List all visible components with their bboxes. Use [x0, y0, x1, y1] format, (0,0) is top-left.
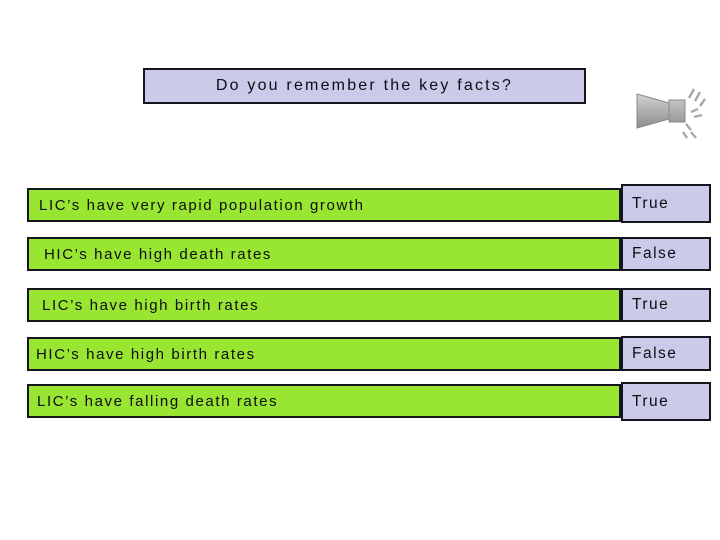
statement-bar: HIC’s have high death rates	[27, 237, 621, 271]
answer-text: True	[632, 194, 670, 212]
answer-text: True	[632, 392, 670, 410]
statement-bar: LIC’s have falling death rates	[27, 384, 621, 418]
statement-text: LIC’s have very rapid population growth	[39, 196, 365, 214]
question-title: Do you remember the key facts?	[215, 77, 514, 94]
answer-box: True	[621, 288, 711, 322]
answer-text: True	[632, 296, 670, 313]
answer-text: False	[632, 245, 678, 262]
statement-text: HIC’s have high birth rates	[36, 345, 256, 363]
answer-text: False	[632, 344, 678, 362]
speaker-body	[636, 93, 686, 129]
sound-wave-dashes	[682, 88, 706, 139]
statement-text: LIC’s have falling death rates	[37, 392, 279, 410]
answer-box: False	[621, 237, 711, 271]
answer-box: True	[621, 184, 711, 223]
statement-text: HIC’s have high death rates	[44, 245, 273, 263]
statement-text: LIC’s have high birth rates	[42, 296, 260, 314]
answer-box: True	[621, 382, 711, 421]
statement-bar: HIC’s have high birth rates	[27, 337, 621, 371]
question-title-box: Do you remember the key facts?	[143, 68, 586, 104]
answer-box: False	[621, 336, 711, 371]
statement-bar: LIC’s have high birth rates	[27, 288, 621, 322]
statement-bar: LIC’s have very rapid population growth	[27, 188, 621, 222]
audio-speaker-icon[interactable]	[636, 86, 706, 146]
